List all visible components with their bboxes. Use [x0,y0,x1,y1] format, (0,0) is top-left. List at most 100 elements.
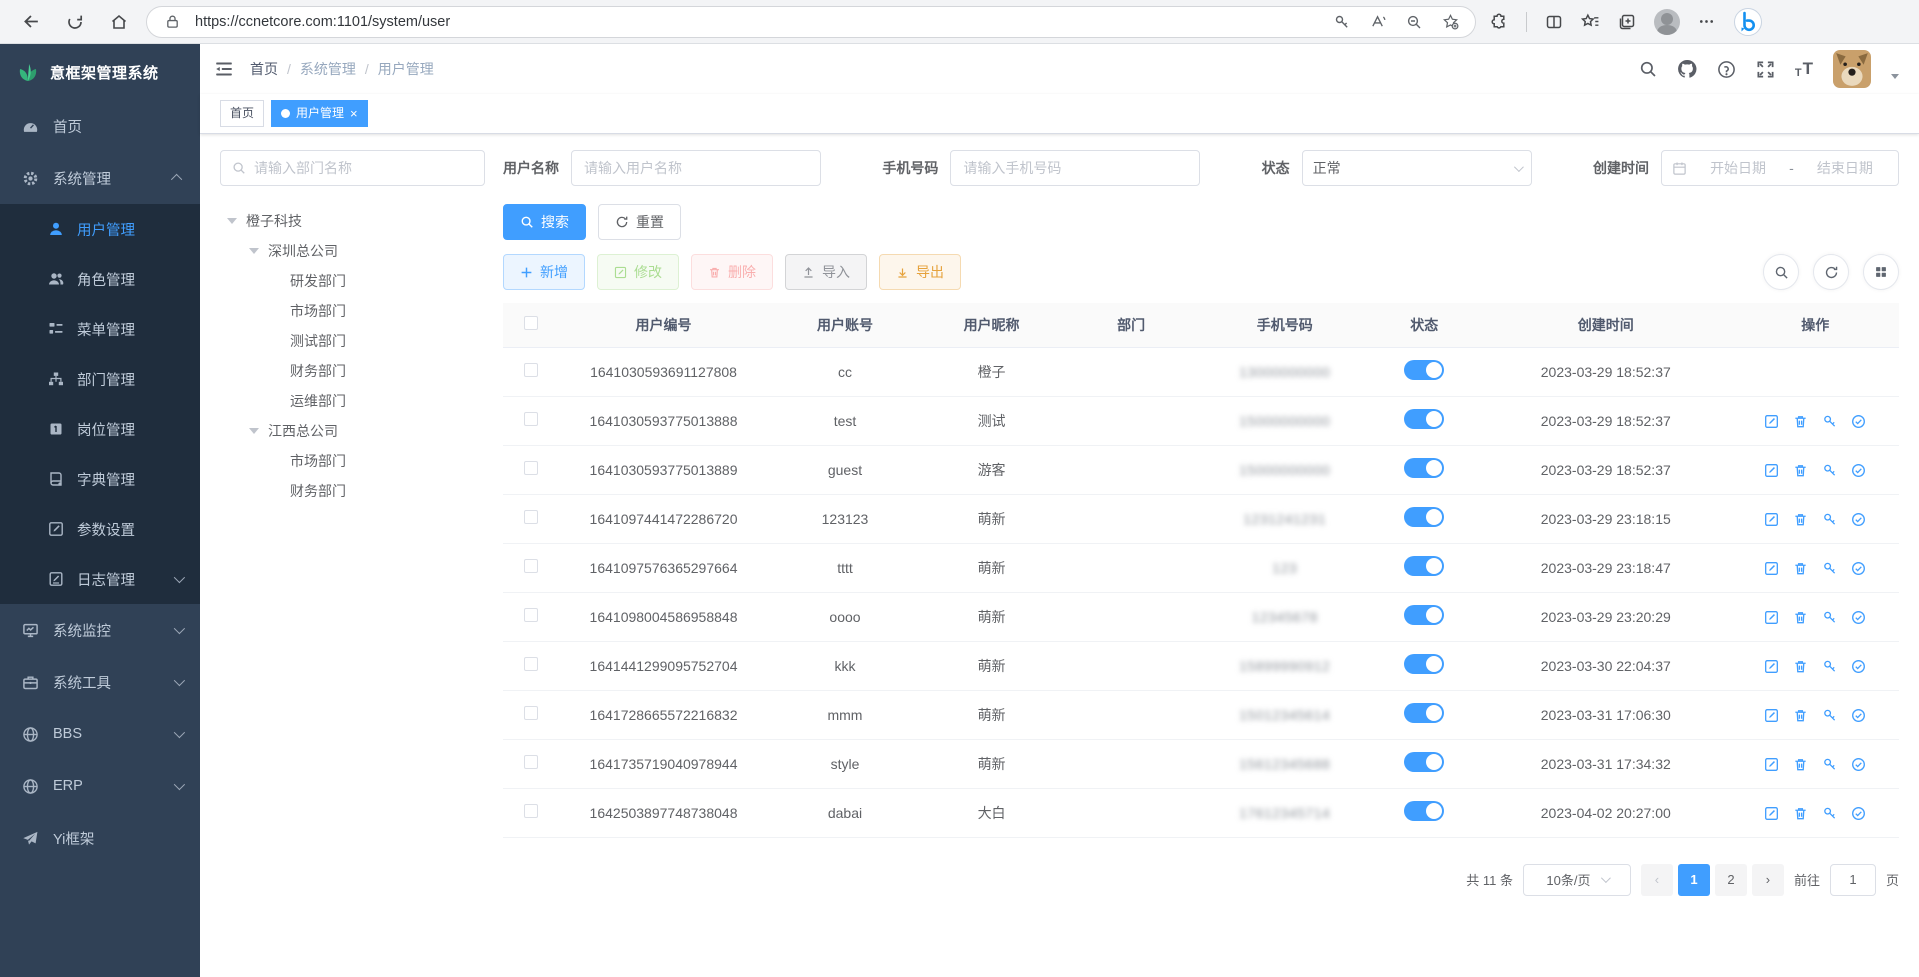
tree-expand-caret[interactable] [227,218,237,224]
delete-row-icon[interactable] [1793,659,1808,674]
reset-password-icon[interactable] [1822,512,1837,527]
status-toggle[interactable] [1404,507,1445,527]
delete-row-icon[interactable] [1793,610,1808,625]
assign-role-icon[interactable] [1851,561,1866,576]
lock-icon[interactable] [159,9,185,35]
phone-input[interactable] [950,150,1201,186]
status-toggle[interactable] [1404,703,1445,723]
tree-expand-caret[interactable] [249,248,259,254]
row-checkbox[interactable] [523,608,538,622]
sidebar-item-yi-framework[interactable]: Yi框架 [0,812,200,864]
tree-node[interactable]: 橙子科技 [220,206,485,236]
show-search-toggle-icon[interactable] [1763,254,1799,290]
delete-row-icon[interactable] [1793,757,1808,772]
edit-row-icon[interactable] [1764,561,1779,576]
refresh-button[interactable] [58,5,92,39]
collapse-sidebar-icon[interactable] [214,59,234,79]
help-icon[interactable] [1717,60,1736,79]
edit-row-icon[interactable] [1764,806,1779,821]
profile-avatar[interactable] [1654,8,1680,35]
row-checkbox[interactable] [523,412,538,426]
column-settings-icon[interactable] [1863,254,1899,290]
tree-node[interactable]: 财务部门 [220,356,485,386]
edit-row-icon[interactable] [1764,512,1779,527]
sidebar-item-dicts[interactable]: 字典管理 [0,454,200,504]
page-size-select[interactable]: 10条/页 [1522,863,1631,896]
edit-row-icon[interactable] [1764,659,1779,674]
fullscreen-icon[interactable] [1756,60,1775,79]
reset-password-icon[interactable] [1822,463,1837,478]
page-number-button[interactable]: 1 [1677,863,1710,896]
reset-password-icon[interactable] [1822,659,1837,674]
delete-row-icon[interactable] [1793,463,1808,478]
url-text[interactable]: https://ccnetcore.com:1101/system/user [195,13,451,30]
user-avatar[interactable] [1833,50,1871,88]
status-toggle[interactable] [1404,605,1445,625]
prev-page-button[interactable]: ‹ [1640,863,1673,896]
username-input[interactable] [571,150,821,186]
status-toggle[interactable] [1404,654,1445,674]
tree-node[interactable]: 研发部门 [220,266,485,296]
sidebar-item-posts[interactable]: 岗位管理 [0,404,200,454]
avatar-dropdown-caret[interactable] [1891,73,1899,79]
reset-password-icon[interactable] [1822,414,1837,429]
sidebar-item-depts[interactable]: 部门管理 [0,354,200,404]
import-button[interactable]: 导入 [785,254,867,290]
edit-user-button[interactable]: 修改 [597,254,679,290]
tab-user-management[interactable]: 用户管理 × [271,100,368,127]
reset-password-icon[interactable] [1822,610,1837,625]
tree-node[interactable]: 运维部门 [220,386,485,416]
zoom-out-icon[interactable] [1401,9,1427,35]
delete-row-icon[interactable] [1793,806,1808,821]
split-screen-icon[interactable] [1545,13,1563,31]
row-checkbox[interactable] [523,363,538,377]
row-checkbox[interactable] [523,755,538,769]
edit-row-icon[interactable] [1764,708,1779,723]
select-all-checkbox[interactable] [523,316,538,331]
sidebar-item-users[interactable]: 用户管理 [0,204,200,254]
status-toggle[interactable] [1404,752,1445,772]
breadcrumb-system[interactable]: 系统管理 [299,61,356,77]
edit-row-icon[interactable] [1764,414,1779,429]
sidebar-item-roles[interactable]: 角色管理 [0,254,200,304]
row-checkbox[interactable] [523,461,538,475]
github-icon[interactable] [1677,59,1697,79]
sidebar-item-system[interactable]: 系统管理 [0,152,200,204]
tree-node[interactable]: 深圳总公司 [220,236,485,266]
collections-icon[interactable] [1618,13,1636,31]
delete-row-icon[interactable] [1793,414,1808,429]
dept-search-input[interactable] [254,160,473,176]
app-logo[interactable]: 意框架管理系统 [0,44,200,100]
favorite-add-icon[interactable] [1437,9,1463,35]
tree-node[interactable]: 江西总公司 [220,416,485,446]
edit-row-icon[interactable] [1764,463,1779,478]
export-button[interactable]: 导出 [879,254,961,290]
date-range-picker[interactable]: 开始日期 - 结束日期 [1660,150,1899,186]
close-tab-icon[interactable]: × [350,106,358,121]
sidebar-item-params[interactable]: 参数设置 [0,504,200,554]
sidebar-item-bbs[interactable]: BBS [0,708,200,760]
address-bar[interactable]: https://ccnetcore.com:1101/system/user [146,5,1476,38]
edit-row-icon[interactable] [1764,757,1779,772]
row-checkbox[interactable] [523,804,538,818]
row-checkbox[interactable] [523,559,538,573]
row-checkbox[interactable] [523,657,538,671]
assign-role-icon[interactable] [1851,610,1866,625]
page-number-button[interactable]: 2 [1714,863,1747,896]
tree-node[interactable]: 市场部门 [220,446,485,476]
tree-node[interactable]: 测试部门 [220,326,485,356]
tree-node[interactable]: 财务部门 [220,476,485,506]
assign-role-icon[interactable] [1851,414,1866,429]
date-end-placeholder[interactable]: 结束日期 [1816,160,1873,176]
breadcrumb-home[interactable]: 首页 [250,61,278,77]
more-menu-icon[interactable] [1698,13,1715,30]
assign-role-icon[interactable] [1851,512,1866,527]
extensions-icon[interactable] [1490,12,1508,31]
row-checkbox[interactable] [523,510,538,524]
edit-row-icon[interactable] [1764,610,1779,625]
sidebar-item-tools[interactable]: 系统工具 [0,656,200,708]
delete-row-icon[interactable] [1793,512,1808,527]
home-button[interactable] [102,5,136,39]
password-key-icon[interactable] [1329,9,1355,35]
delete-user-button[interactable]: 删除 [691,254,773,290]
